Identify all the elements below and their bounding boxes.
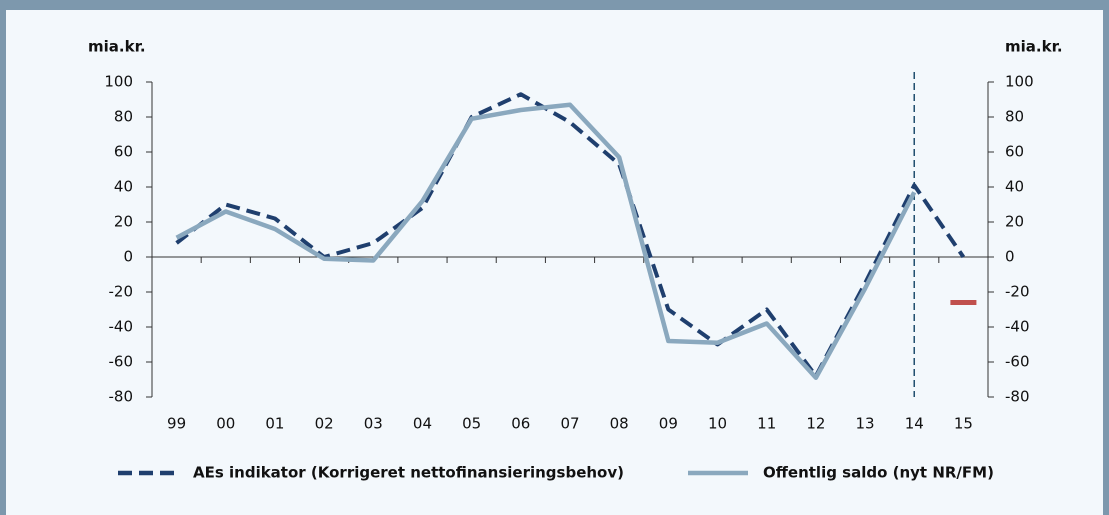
- y2-tick-label: 20: [1005, 213, 1024, 231]
- x-tick-label: 10: [708, 415, 727, 433]
- y2-tick-label: 0: [1005, 248, 1015, 266]
- y-tick-label: 60: [114, 143, 133, 161]
- y-tick-label: -80: [109, 388, 134, 406]
- frame-right: [1103, 0, 1109, 515]
- y2-tick-label: 60: [1005, 143, 1024, 161]
- x-tick-label: 15: [954, 415, 973, 433]
- x-tick-label: 13: [856, 415, 875, 433]
- x-tick-label: 05: [462, 415, 481, 433]
- y-tick-label: -40: [109, 318, 134, 336]
- y2-tick-label: -80: [1005, 388, 1030, 406]
- title-band: [0, 0, 1109, 10]
- y-tick-label: -20: [109, 283, 134, 301]
- legend-label: AEs indikator (Korrigeret nettofinansier…: [193, 464, 624, 482]
- x-tick-label: 09: [659, 415, 678, 433]
- y2-tick-label: -40: [1005, 318, 1030, 336]
- y-tick-label: 80: [114, 108, 133, 126]
- y-tick-label: 100: [104, 73, 133, 91]
- x-tick-label: 01: [265, 415, 284, 433]
- x-tick-label: 11: [757, 415, 776, 433]
- legend-label: Offentlig saldo (nyt NR/FM): [763, 464, 994, 482]
- x-tick-label: 00: [216, 415, 235, 433]
- x-tick-label: 07: [560, 415, 579, 433]
- y2-tick-label: 40: [1005, 178, 1024, 196]
- frame-left: [0, 0, 6, 515]
- y-tick-label: 20: [114, 213, 133, 231]
- series-line: [175, 102, 917, 380]
- y2-tick-label: 100: [1005, 73, 1034, 91]
- x-tick-label: 03: [364, 415, 383, 433]
- y-axis-label: mia.kr.: [88, 38, 146, 56]
- y2-tick-label: -60: [1005, 353, 1030, 371]
- x-tick-label: 99: [167, 415, 186, 433]
- x-tick-label: 08: [610, 415, 629, 433]
- x-tick-label: 02: [315, 415, 334, 433]
- y-tick-label: -60: [109, 353, 134, 371]
- y-tick-label: 40: [114, 178, 133, 196]
- x-tick-label: 14: [905, 415, 924, 433]
- x-tick-label: 06: [511, 415, 530, 433]
- x-tick-label: 12: [806, 415, 825, 433]
- x-tick-label: 04: [413, 415, 432, 433]
- y2-axis-label: mia.kr.: [1005, 38, 1063, 56]
- y2-tick-label: -20: [1005, 283, 1030, 301]
- y2-tick-label: 80: [1005, 108, 1024, 126]
- y-tick-label: 0: [123, 248, 133, 266]
